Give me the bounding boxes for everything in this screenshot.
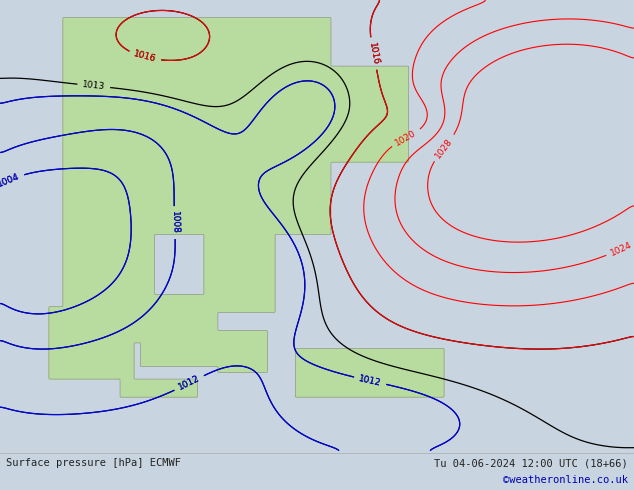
Text: ©weatheronline.co.uk: ©weatheronline.co.uk <box>503 475 628 485</box>
Text: 1004: 1004 <box>0 172 21 189</box>
Text: 1028: 1028 <box>434 136 455 160</box>
Text: 1016: 1016 <box>133 49 157 64</box>
Text: 1008: 1008 <box>170 211 179 234</box>
Text: 1012: 1012 <box>177 374 202 392</box>
Text: Tu 04-06-2024 12:00 UTC (18+66): Tu 04-06-2024 12:00 UTC (18+66) <box>434 458 628 468</box>
Text: 1012: 1012 <box>177 374 202 392</box>
Text: 1016: 1016 <box>133 49 157 64</box>
Text: Surface pressure [hPa] ECMWF: Surface pressure [hPa] ECMWF <box>6 458 181 468</box>
Text: 1020: 1020 <box>394 128 418 147</box>
Text: 1016: 1016 <box>367 41 380 66</box>
Text: 1016: 1016 <box>367 41 380 66</box>
Text: 1004: 1004 <box>0 172 21 189</box>
Text: 1024: 1024 <box>609 240 633 258</box>
Text: 1008: 1008 <box>170 211 179 234</box>
Text: 1013: 1013 <box>82 80 106 92</box>
Text: 1012: 1012 <box>358 374 382 388</box>
Text: 1012: 1012 <box>358 374 382 388</box>
